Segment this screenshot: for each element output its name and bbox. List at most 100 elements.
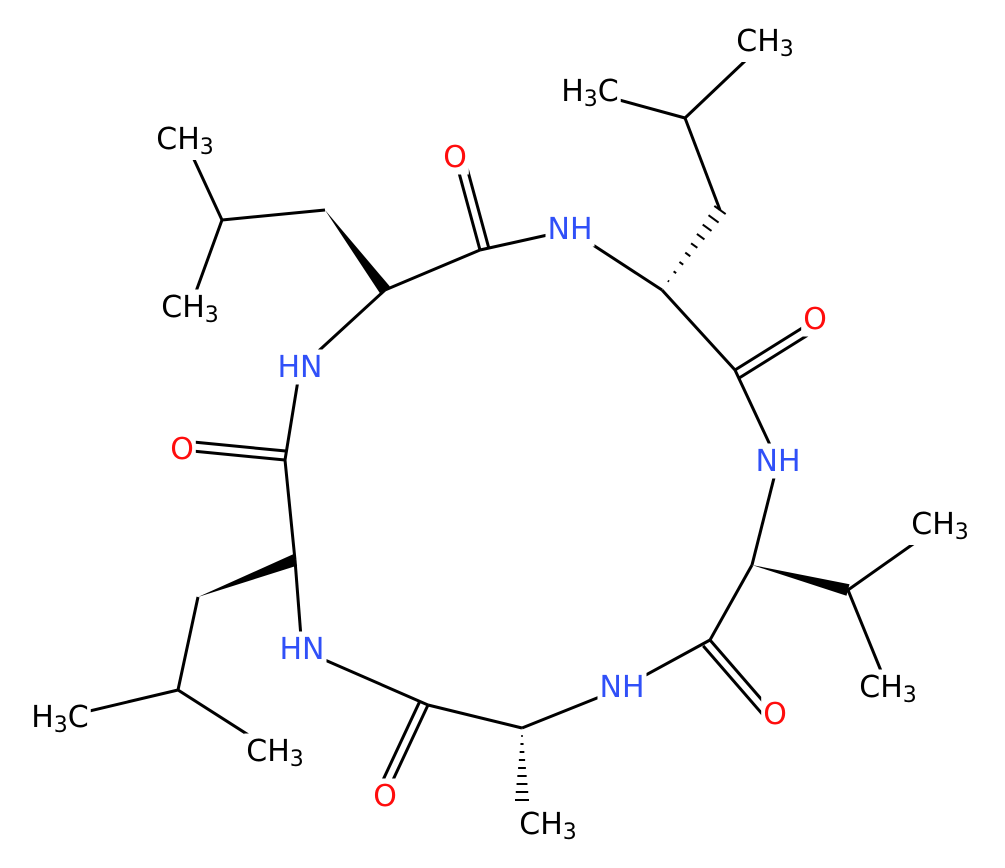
atom-label-group: O — [761, 696, 789, 732]
hashed-bond — [702, 223, 713, 232]
bond — [283, 459, 297, 561]
label-background — [753, 443, 803, 479]
atom-label: O — [443, 140, 467, 175]
bond — [221, 208, 326, 222]
label-char: C — [911, 507, 932, 542]
label-char: H — [31, 700, 54, 735]
atom-label-group: O — [801, 301, 829, 337]
atom-label-group: CH3 — [909, 506, 971, 545]
bond — [427, 703, 523, 730]
atom-label-group: O — [371, 778, 399, 814]
bond — [750, 461, 780, 566]
wedge-bond — [752, 565, 850, 596]
label-background — [597, 669, 647, 705]
label-char: H — [182, 290, 205, 325]
hashed-bond — [690, 242, 698, 249]
label-char: H — [279, 632, 302, 667]
atom-label: CH3 — [859, 670, 917, 709]
label-char: O — [443, 140, 467, 175]
bond — [384, 248, 481, 292]
atom-label: HN — [277, 350, 322, 385]
atom-label-group: CH3 — [734, 23, 796, 63]
label-char: N — [599, 670, 621, 705]
atom-label-group: O — [441, 139, 469, 175]
label-char: 3 — [780, 37, 794, 62]
label-char: H — [267, 734, 290, 769]
double-bond — [375, 700, 422, 794]
atom-label-group: O — [168, 431, 196, 467]
hashed-bond — [678, 261, 684, 266]
label-char: H — [570, 212, 593, 247]
label-background — [275, 349, 325, 385]
atom-label: CH3 — [156, 122, 214, 161]
double-bond — [182, 439, 287, 453]
atom-label: CH3 — [736, 24, 794, 63]
atom-label: O — [170, 432, 194, 467]
label-background — [734, 23, 796, 62]
label-char: C — [598, 74, 619, 109]
atom-label: O — [373, 779, 397, 814]
label-char: C — [859, 670, 880, 705]
atom-label: H3C — [31, 700, 89, 739]
atom-label-group: H3C — [29, 699, 91, 739]
wedge-bond — [198, 554, 298, 597]
label-char: 3 — [200, 135, 214, 160]
atom-label-group: HN — [275, 349, 325, 385]
atom-label: CH3 — [519, 807, 577, 846]
label-char: N — [755, 444, 777, 479]
atom-label: H3C — [561, 74, 619, 113]
label-char: 3 — [903, 683, 917, 708]
atom-label-group: NH — [753, 443, 803, 479]
label-char: 3 — [563, 820, 577, 845]
label-char: 3 — [290, 747, 304, 772]
label-background — [857, 669, 919, 708]
hashed-bond — [696, 233, 706, 241]
label-char: C — [519, 807, 540, 842]
atom-label-group: CH3 — [154, 121, 216, 161]
label-background — [154, 121, 216, 160]
label-char: O — [763, 697, 787, 732]
atom-label-group: HN — [277, 631, 327, 667]
double-bond — [702, 644, 770, 722]
atom-label-group: NH — [597, 669, 647, 705]
label-background — [545, 211, 595, 247]
label-background — [761, 696, 789, 732]
wedge-bond — [325, 210, 390, 294]
atom-label: O — [803, 302, 827, 337]
label-background — [29, 699, 91, 738]
label-char: H — [540, 807, 563, 842]
label-char: 3 — [955, 520, 969, 545]
hashed-bond — [713, 205, 727, 215]
bond — [683, 117, 722, 211]
bond — [708, 564, 754, 641]
atom-label-group: CH3 — [244, 733, 306, 773]
label-char: 3 — [205, 303, 219, 328]
atom-label-group: CH3 — [159, 289, 221, 329]
label-char: C — [246, 734, 267, 769]
label-char: O — [803, 302, 827, 337]
bond — [660, 288, 737, 372]
label-char: N — [547, 212, 569, 247]
hashed-bond — [673, 270, 677, 274]
label-char: N — [302, 632, 324, 667]
atom-label: CH3 — [246, 734, 304, 773]
atom-label: HN — [279, 632, 324, 667]
label-char: H — [778, 444, 801, 479]
bond — [176, 596, 200, 691]
label-char: H — [177, 122, 200, 157]
label-char: C — [68, 700, 89, 735]
label-char: H — [561, 74, 584, 109]
label-char: H — [757, 24, 780, 59]
atom-label-group: CH3 — [857, 669, 919, 709]
label-background — [801, 301, 829, 337]
atom-label-group: H3C — [559, 73, 621, 113]
label-char: O — [373, 779, 397, 814]
atom-label: NH — [755, 444, 800, 479]
label-background — [559, 73, 621, 112]
label-char: O — [170, 432, 194, 467]
atom-label: CH3 — [161, 290, 219, 329]
hashed-bond — [684, 251, 691, 258]
label-char: H — [622, 670, 645, 705]
label-background — [244, 733, 306, 772]
